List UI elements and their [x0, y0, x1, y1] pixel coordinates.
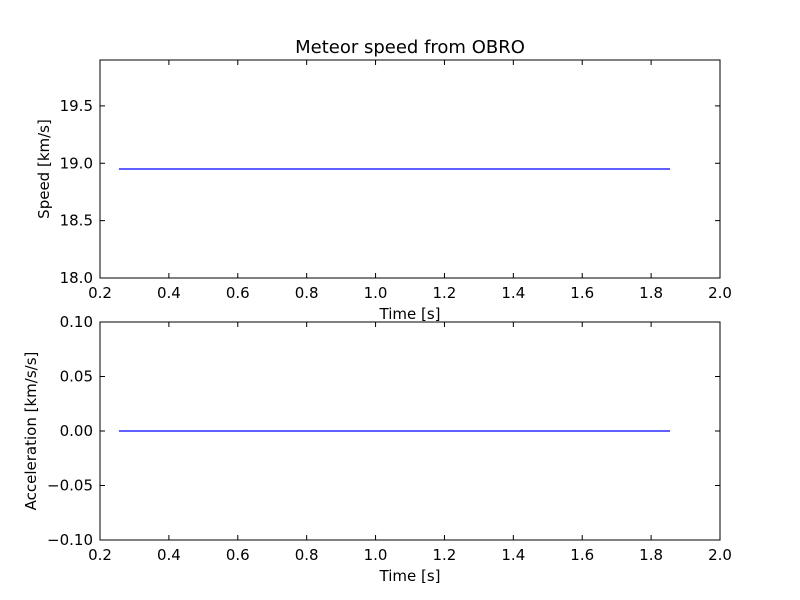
speed-plot-frame [99, 59, 721, 279]
speed-x-axis-label: Time [s] [379, 305, 441, 323]
speed-x-tick-label: 0.2 [88, 284, 112, 302]
speed-y-tick-label: 19.5 [60, 97, 93, 115]
acceleration-x-tick-label: 0.8 [295, 546, 319, 564]
speed-y-tick-label: 18.0 [60, 269, 93, 287]
speed-y-tick-label: 19.0 [60, 154, 93, 172]
speed-x-tick-label: 1.0 [364, 284, 388, 302]
acceleration-x-tick-label: 0.2 [88, 546, 112, 564]
acceleration-y-tick-label: −0.05 [47, 477, 93, 495]
acceleration-subplot: 0.2 0.4 0.6 0.8 1.0 1.2 1.4 1.6 1.8 2.0 −0.10 −0.05… [22, 313, 732, 585]
speed-subplot: 0.2 0.4 0.6 0.8 1.0 1.2 1.4 1.6 1.8 2.0 18.0 18.5 19… [35, 59, 732, 323]
acceleration-plot-frame [99, 321, 721, 541]
speed-ticks: 0.2 0.4 0.6 0.8 1.0 1.2 1.4 1.6 1.8 2.0 18.0 18.5 19… [60, 60, 732, 302]
acceleration-y-tick-label: −0.10 [47, 531, 93, 549]
acceleration-x-tick-label: 1.4 [501, 546, 525, 564]
speed-x-tick-label: 2.0 [708, 284, 732, 302]
speed-x-tick-label: 0.4 [157, 284, 181, 302]
acceleration-x-tick-label: 0.6 [226, 546, 250, 564]
speed-y-axis-label: Speed [km/s] [35, 119, 53, 219]
speed-x-tick-label: 1.8 [639, 284, 663, 302]
acceleration-y-tick-label: 0.00 [60, 422, 93, 440]
acceleration-x-tick-label: 1.8 [639, 546, 663, 564]
speed-x-tick-label: 0.8 [295, 284, 319, 302]
acceleration-x-tick-label: 0.4 [157, 546, 181, 564]
acceleration-x-tick-label: 1.6 [570, 546, 594, 564]
speed-x-tick-label: 0.6 [226, 284, 250, 302]
acceleration-x-tick-label: 2.0 [708, 546, 732, 564]
speed-x-tick-label: 1.2 [433, 284, 457, 302]
acceleration-ticks: 0.2 0.4 0.6 0.8 1.0 1.2 1.4 1.6 1.8 2.0 −0.10 −0.05… [47, 313, 732, 564]
acceleration-x-tick-label: 1.0 [364, 546, 388, 564]
chart-title: Meteor speed from OBRO [295, 37, 525, 58]
acceleration-y-tick-label: 0.10 [60, 313, 93, 331]
speed-x-tick-label: 1.6 [570, 284, 594, 302]
speed-y-tick-label: 18.5 [60, 212, 93, 230]
acceleration-y-tick-label: 0.05 [60, 368, 93, 386]
acceleration-x-tick-label: 1.2 [433, 546, 457, 564]
acceleration-y-axis-label: Acceleration [km/s/s] [22, 352, 40, 511]
speed-x-tick-label: 1.4 [501, 284, 525, 302]
acceleration-x-axis-label: Time [s] [379, 567, 441, 585]
